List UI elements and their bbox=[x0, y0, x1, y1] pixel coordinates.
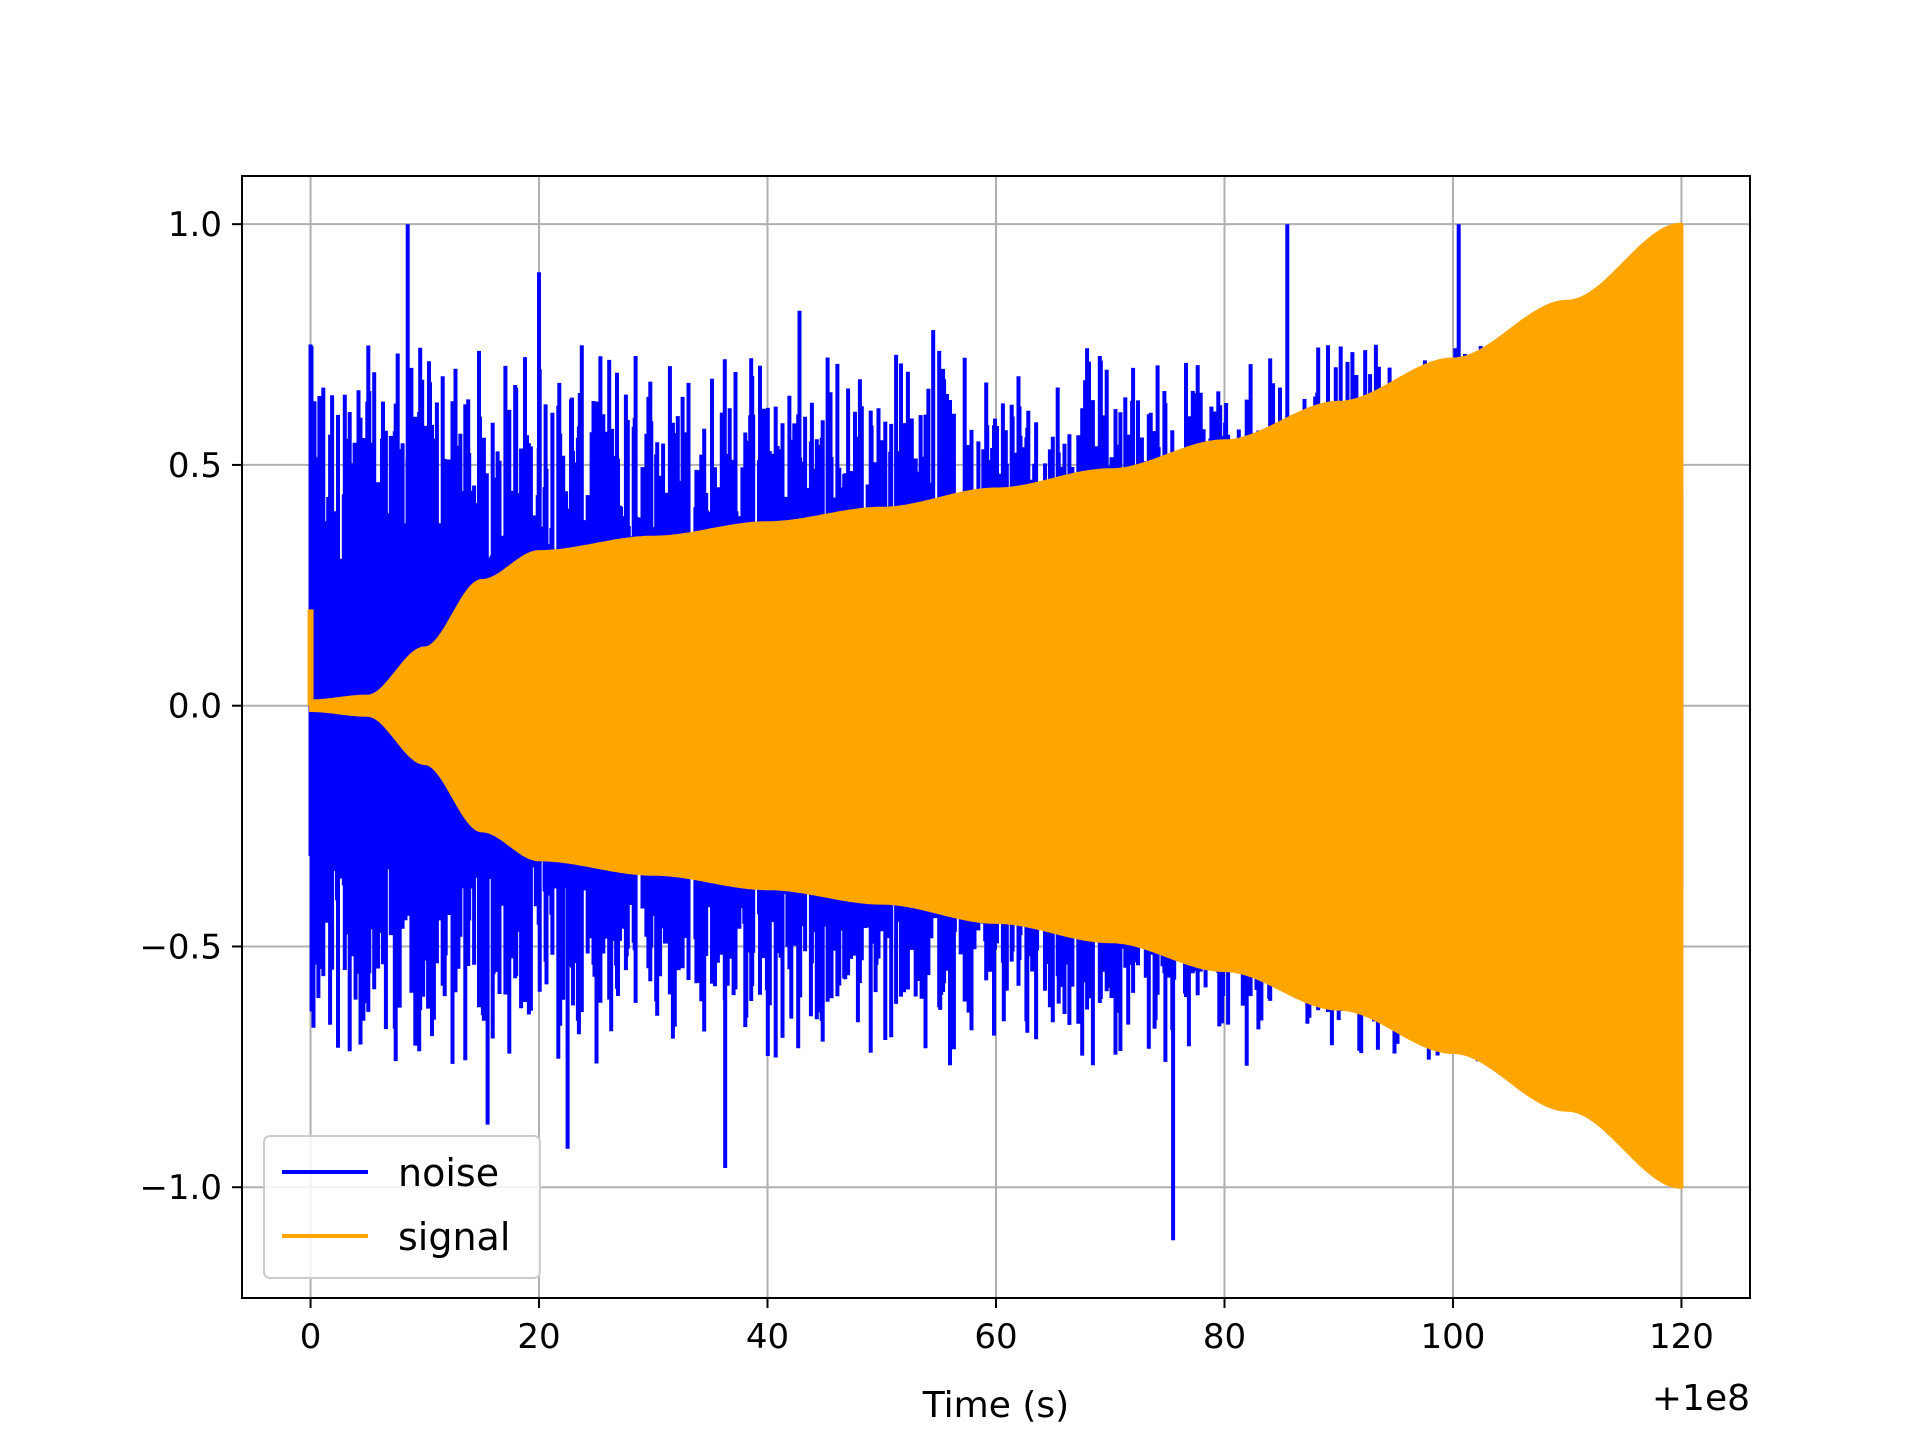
x-tick-label: 120 bbox=[1649, 1317, 1714, 1357]
x-axis-label: Time (s) bbox=[922, 1385, 1069, 1426]
x-tick-label: 100 bbox=[1421, 1317, 1486, 1357]
x-offset-label: +1e8 bbox=[1652, 1378, 1750, 1419]
x-tick-label: 80 bbox=[1203, 1317, 1246, 1357]
x-tick-label: 60 bbox=[974, 1317, 1017, 1357]
y-tick-label: 0.5 bbox=[168, 446, 222, 486]
legend: noise signal bbox=[263, 1135, 541, 1279]
legend-label-signal: signal bbox=[398, 1215, 510, 1259]
y-tick-label: 0.0 bbox=[168, 687, 222, 727]
x-tick-label: 0 bbox=[300, 1317, 322, 1357]
y-tick-label: −0.5 bbox=[139, 927, 222, 967]
ticks: 0 20 40 60 80 100 120 1.0 0.5 0.0 −0.5 −1.0 bbox=[139, 205, 1713, 1357]
y-tick-label: −1.0 bbox=[139, 1168, 222, 1208]
legend-label-noise: noise bbox=[398, 1151, 499, 1195]
plot-area bbox=[307, 222, 1684, 1241]
x-tick-label: 20 bbox=[517, 1317, 560, 1357]
y-tick-label: 1.0 bbox=[168, 205, 222, 245]
x-tick-label: 40 bbox=[746, 1317, 789, 1357]
series-signal bbox=[307, 222, 1684, 1189]
